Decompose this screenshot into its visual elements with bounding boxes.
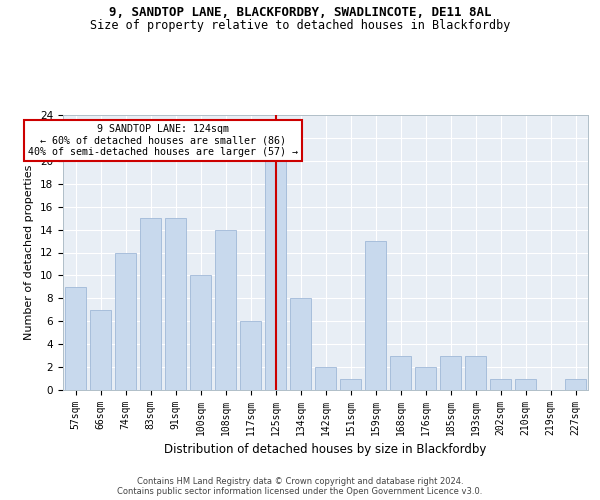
Y-axis label: Number of detached properties: Number of detached properties — [25, 165, 34, 340]
Text: 9 SANDTOP LANE: 124sqm
← 60% of detached houses are smaller (86)
40% of semi-det: 9 SANDTOP LANE: 124sqm ← 60% of detached… — [28, 124, 298, 158]
Bar — [140, 218, 161, 390]
Text: Contains public sector information licensed under the Open Government Licence v3: Contains public sector information licen… — [118, 487, 482, 496]
Bar — [465, 356, 486, 390]
X-axis label: Distribution of detached houses by size in Blackfordby: Distribution of detached houses by size … — [164, 444, 487, 456]
Bar — [165, 218, 186, 390]
Bar — [215, 230, 236, 390]
Bar — [490, 378, 511, 390]
Bar — [240, 322, 261, 390]
Bar — [290, 298, 311, 390]
Bar — [440, 356, 461, 390]
Text: Contains HM Land Registry data © Crown copyright and database right 2024.: Contains HM Land Registry data © Crown c… — [137, 477, 463, 486]
Bar — [415, 367, 436, 390]
Bar — [265, 161, 286, 390]
Bar — [190, 276, 211, 390]
Bar — [365, 241, 386, 390]
Bar — [90, 310, 111, 390]
Bar — [340, 378, 361, 390]
Bar — [115, 252, 136, 390]
Text: Size of property relative to detached houses in Blackfordby: Size of property relative to detached ho… — [90, 18, 510, 32]
Bar — [65, 287, 86, 390]
Bar — [565, 378, 586, 390]
Bar — [515, 378, 536, 390]
Bar — [315, 367, 336, 390]
Text: 9, SANDTOP LANE, BLACKFORDBY, SWADLINCOTE, DE11 8AL: 9, SANDTOP LANE, BLACKFORDBY, SWADLINCOT… — [109, 6, 491, 19]
Bar — [390, 356, 411, 390]
